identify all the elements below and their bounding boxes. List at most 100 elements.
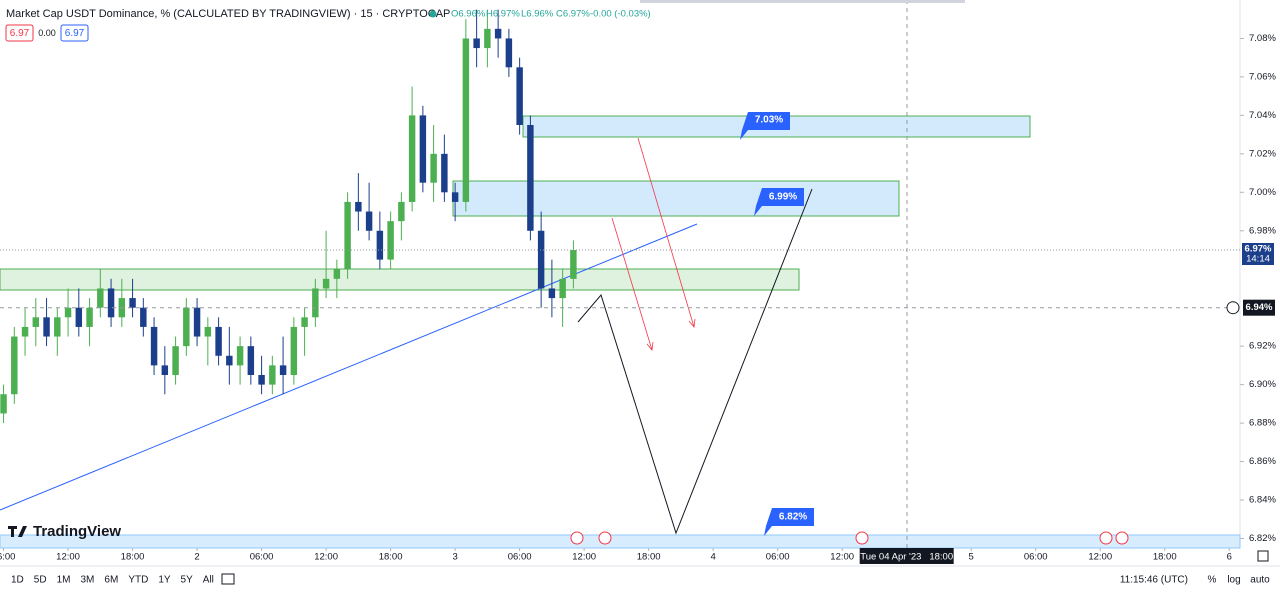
x-tick-label: 18:00 (379, 552, 403, 563)
candle-body (365, 211, 373, 231)
callout-box (754, 188, 804, 216)
candle-body (516, 67, 523, 125)
x-tick-label: 06:00 (508, 552, 532, 563)
candle-body (537, 230, 545, 289)
candle-body (451, 192, 459, 202)
candle-body (247, 346, 255, 375)
y-tick-label: 6.84% (1249, 495, 1276, 506)
candle-body (172, 346, 179, 375)
callout-box (740, 112, 790, 140)
settings-icon[interactable] (1257, 550, 1269, 562)
logo-mark (8, 526, 27, 537)
event-icon[interactable] (1099, 531, 1113, 545)
range-button[interactable]: 1Y (158, 575, 171, 586)
event-icon[interactable] (855, 531, 869, 545)
range-button[interactable]: 5Y (181, 575, 194, 586)
callout-label: 6.99% (769, 192, 797, 203)
symbol-title: Market Cap USDT Dominance, % (CALCULATED… (6, 8, 450, 20)
buy-button[interactable] (60, 24, 89, 42)
candle-body (505, 38, 513, 68)
sell-button[interactable] (5, 24, 34, 42)
candle-body (21, 326, 29, 337)
event-icon[interactable] (1115, 531, 1129, 545)
range-button[interactable]: YTD (128, 575, 148, 586)
event-icon[interactable] (598, 531, 612, 545)
demand-zone (0, 268, 800, 291)
arrow-head (646, 341, 654, 351)
candle-body (86, 307, 93, 327)
callout-box (764, 508, 814, 536)
candle-body (398, 201, 405, 222)
x-tick-label: 18:00 (637, 552, 661, 563)
candle-body (312, 288, 319, 318)
trend-line (0, 223, 698, 511)
candle-body (301, 317, 308, 327)
x-tick-label: 06:00 (250, 552, 274, 563)
y-tick-label: 6.88% (1249, 418, 1276, 429)
bottom-area (0, 548, 1280, 594)
candle-body (32, 317, 40, 327)
auto-toggle[interactable]: auto (1250, 575, 1270, 586)
candle-body (236, 346, 244, 366)
y-tick-label: 7.04% (1249, 110, 1276, 121)
range-button[interactable]: 6M (104, 575, 118, 586)
candle-body (129, 298, 136, 308)
projection-path (577, 188, 813, 535)
crosshair-plus[interactable] (1226, 301, 1240, 315)
range-button[interactable]: 5D (34, 575, 47, 586)
range-button[interactable]: 1M (57, 575, 71, 586)
candle-body (269, 365, 276, 385)
crosshair-time-label: Tue 04 Apr '23 18:00 (860, 552, 953, 563)
candle-body (484, 28, 491, 49)
resistance-zone (452, 180, 900, 217)
buy-price: 6.97 (65, 28, 85, 39)
range-button[interactable]: 1D (11, 575, 24, 586)
x-tick-label: 12:00 (56, 552, 80, 563)
range-button[interactable]: 3M (81, 575, 95, 586)
candle-body (43, 317, 50, 337)
toolbar: 11:15:46 (UTC) % log auto 1D 5D 1M 3M 6M YTD 1… (11, 573, 1270, 586)
candle-body (355, 201, 362, 212)
x-tick-label: 6 (1227, 552, 1232, 563)
logo-text: TradingView (33, 523, 121, 540)
spread: 0.00 (38, 28, 56, 38)
candle-body (183, 307, 190, 347)
candle-body (75, 307, 83, 327)
crosshair-time-box (859, 548, 954, 564)
candle-body (376, 230, 384, 260)
candle-body (559, 278, 566, 299)
countdown-label: 14:14 (1246, 254, 1270, 265)
legend: Market Cap USDT Dominance, % (CALCULATED… (5, 8, 651, 42)
candle-body (322, 278, 330, 289)
percent-toggle[interactable]: % (1208, 575, 1217, 586)
y-tick-label: 7.08% (1249, 33, 1276, 44)
y-tick-label: 6.86% (1249, 456, 1276, 467)
candle-body (344, 201, 351, 270)
axes: 6.82% 6.84% 6.86% 6.88% 6.90% 6.92% 6.98% 7.00%… (0, 33, 1276, 564)
candle-body (333, 269, 341, 279)
arrow (637, 137, 695, 328)
candle-body (527, 125, 534, 231)
candle-body (64, 307, 72, 318)
x-tick-label: 3 (452, 552, 457, 563)
y-tick-label: 7.02% (1249, 148, 1276, 159)
candle-body (0, 394, 7, 414)
candle-body (193, 307, 201, 337)
candle-body (290, 326, 298, 375)
candle-body (215, 326, 222, 356)
candle-body (548, 288, 556, 299)
date-range-icon[interactable] (221, 573, 235, 585)
candle-body (419, 115, 427, 183)
x-tick-label: 2 (194, 552, 199, 563)
ohlc-low: L6.96% (521, 9, 554, 20)
last-price-label: 6.97% (1245, 244, 1272, 255)
last-price-box (1242, 243, 1274, 265)
candle-body (226, 355, 233, 366)
top-scroll (640, 0, 965, 3)
ohlc-high: H6.97% (486, 9, 520, 20)
log-toggle[interactable]: log (1227, 575, 1240, 586)
range-button[interactable]: All (203, 575, 214, 586)
candle-body (258, 375, 265, 385)
event-icon[interactable] (570, 531, 584, 545)
